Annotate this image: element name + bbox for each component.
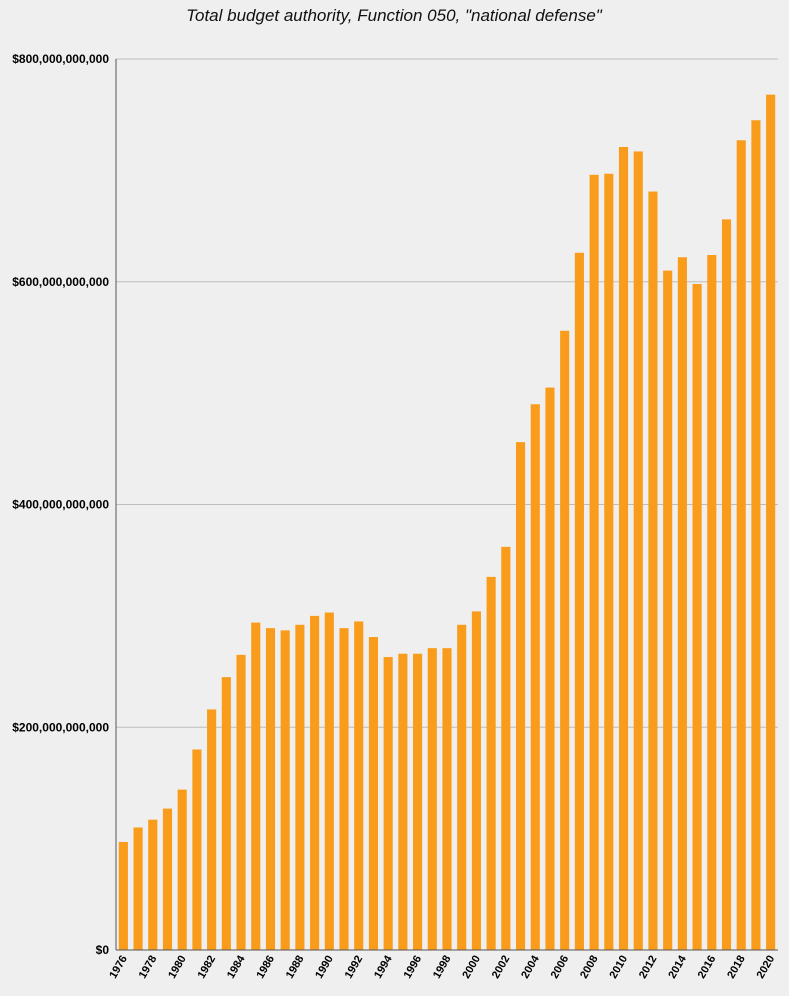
bar-1980	[177, 789, 187, 950]
x-tick-label: 2012	[637, 954, 660, 981]
x-tick-label: 2004	[519, 953, 542, 981]
bar-1995	[398, 653, 408, 950]
y-tick-label: $800,000,000,000	[12, 52, 109, 66]
x-tick-label: 1982	[196, 953, 219, 980]
bar-2016	[707, 255, 717, 950]
bar-1983	[221, 677, 231, 950]
bar-2012	[648, 191, 658, 951]
bar-1989	[310, 615, 320, 951]
x-tick-label: 1992	[343, 953, 366, 980]
bar-1997	[427, 648, 437, 950]
bar-1986	[265, 628, 276, 950]
bar-2011	[633, 151, 643, 950]
x-tick-label: 2010	[607, 953, 630, 980]
bar-2014	[677, 257, 687, 950]
bar-2020	[766, 94, 776, 950]
bar-2018	[736, 140, 746, 951]
bar-1984	[236, 654, 246, 950]
x-tick-label: 1996	[402, 954, 425, 981]
bar-2000	[471, 611, 481, 950]
bar-1977	[133, 827, 143, 950]
y-tick-label: $400,000,000,000	[12, 498, 109, 512]
bar-2013	[663, 270, 673, 950]
bar-2005	[545, 387, 555, 950]
x-axis-tick-labels: 1976 1978 1980 1982 1984 1986 1988 1990 1992 1994…	[107, 953, 777, 981]
x-tick-label: 1994	[372, 953, 395, 981]
bar-1996	[413, 653, 423, 950]
bar-1990	[324, 612, 334, 950]
bar-2003	[516, 442, 526, 950]
bar-2017	[721, 219, 732, 950]
bar-1992	[354, 621, 364, 950]
y-tick-label: $200,000,000,000	[12, 720, 109, 734]
bar-1998	[442, 648, 452, 950]
x-tick-label: 2006	[549, 954, 572, 981]
y-tick-label: $600,000,000,000	[12, 275, 109, 289]
bar-2001	[486, 576, 496, 950]
bar-1978	[148, 819, 158, 950]
bar-2008	[589, 174, 599, 950]
bar-1981	[192, 749, 202, 950]
bar-1999	[457, 624, 467, 950]
bar-1993	[368, 637, 378, 950]
y-axis-tick-labels: $0 $200,000,000,000 $400,000,000,000 $600,0…	[12, 52, 109, 957]
x-tick-label: 2008	[578, 953, 601, 980]
bar-2010	[618, 146, 629, 951]
bar-1987	[280, 630, 290, 950]
bar-1991	[339, 628, 349, 950]
x-tick-label: 1988	[284, 954, 307, 981]
bar-2015	[692, 283, 702, 951]
x-tick-label: 2000	[460, 953, 483, 980]
bars	[118, 94, 776, 951]
x-tick-label: 1984	[225, 953, 248, 981]
bar-2002	[501, 546, 511, 950]
bar-2004	[530, 404, 540, 950]
x-tick-label: 1980	[166, 954, 189, 981]
bar-1976	[118, 841, 128, 950]
bar-1985	[251, 622, 261, 950]
y-tick-label: $0	[96, 943, 110, 957]
x-tick-label: 1998	[431, 954, 454, 981]
x-tick-label: 2018	[725, 953, 748, 980]
bar-1979	[162, 808, 173, 950]
x-tick-label: 2002	[490, 953, 513, 980]
bar-1988	[295, 624, 305, 950]
x-tick-label: 2016	[696, 954, 719, 981]
bar-2007	[574, 252, 584, 951]
chart-title: Total budget authority, Function 050, "n…	[186, 6, 603, 25]
x-tick-label: 2014	[666, 953, 689, 981]
bar-2006	[560, 330, 570, 950]
bar-1994	[383, 657, 393, 950]
bar-2019	[751, 120, 761, 950]
x-tick-label: 1986	[254, 954, 277, 981]
bar-2009	[604, 173, 614, 951]
x-tick-label: 2020	[755, 953, 778, 980]
bar-1982	[207, 709, 217, 950]
x-tick-label: 1978	[137, 954, 160, 981]
x-tick-label: 1976	[107, 954, 130, 981]
x-tick-label: 1990	[313, 953, 336, 980]
